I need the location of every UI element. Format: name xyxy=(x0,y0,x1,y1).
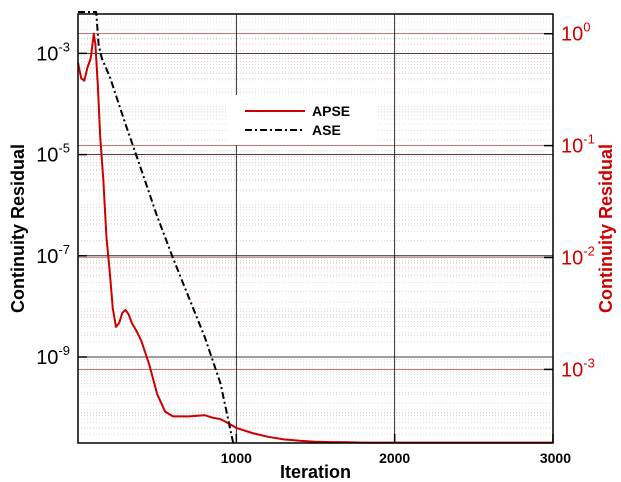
y2-tick-exponent: -3 xyxy=(583,355,595,370)
y-axis-label: Continuity Residual xyxy=(8,144,28,313)
y2-tick-exponent: -2 xyxy=(583,244,595,259)
y-tick-label: 10-7 xyxy=(36,242,70,268)
y2-tick-exponent: 0 xyxy=(583,20,590,35)
y-tick-label: 10-5 xyxy=(36,141,70,167)
y2-tick-label: 10-2 xyxy=(561,244,595,270)
x-tick-label: 1000 xyxy=(221,450,252,466)
y-tick-exponent: -3 xyxy=(58,39,70,54)
y-tick-exponent: -9 xyxy=(58,343,70,358)
y-tick-label: 10-3 xyxy=(36,39,70,65)
y2-tick-exponent: -1 xyxy=(583,132,595,147)
y-tick-label: 10-9 xyxy=(36,343,70,369)
series-line-apse xyxy=(77,32,553,444)
y2-axis-label: Continuity Residual xyxy=(596,144,616,313)
plot-frame xyxy=(77,13,554,444)
series-layer xyxy=(77,11,553,444)
x-tick-label: 3000 xyxy=(540,450,571,466)
legend-label-apse: APSE xyxy=(312,103,350,119)
x-tick-label: 2000 xyxy=(379,450,410,466)
y2-tick-label: 10-3 xyxy=(561,355,595,381)
labels-layer: 10-110-310-510-710-910010-110-210-310002… xyxy=(8,20,616,482)
y2-tick-label: 10-1 xyxy=(561,132,595,158)
y-tick-exponent: -5 xyxy=(58,141,70,156)
legend-background xyxy=(228,95,378,145)
y-tick-exponent: -7 xyxy=(58,242,70,257)
legend-label-ase: ASE xyxy=(312,122,341,138)
axes-layer xyxy=(77,13,554,444)
series-line-ase xyxy=(78,11,235,444)
grid-layer xyxy=(78,14,554,443)
legend: APSE ASE xyxy=(228,95,378,145)
x-axis-label: Iteration xyxy=(280,462,351,482)
y2-tick-label: 100 xyxy=(561,20,590,46)
